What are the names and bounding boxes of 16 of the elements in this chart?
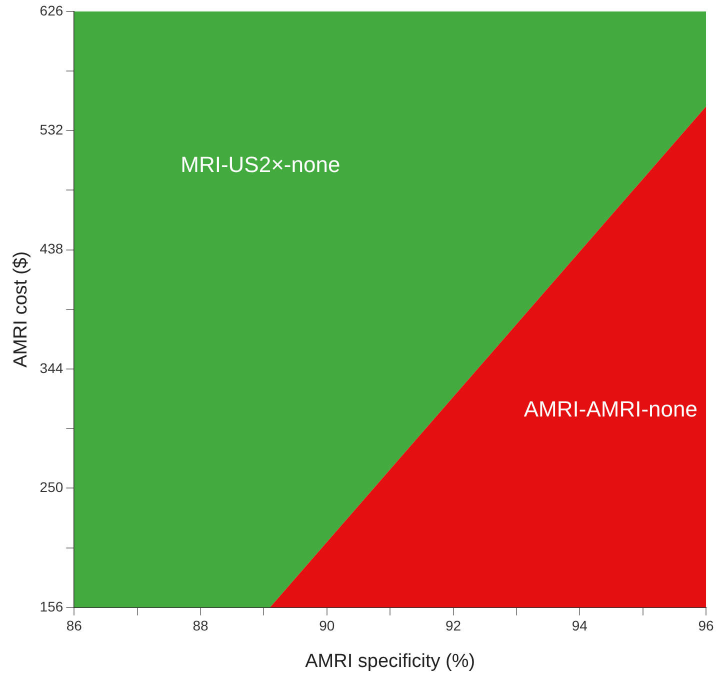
y-tick-label: 438 (40, 240, 64, 257)
x-tick-label: 86 (66, 618, 82, 634)
y-tick-label: 156 (40, 598, 64, 614)
x-tick-label: 94 (572, 618, 588, 634)
x-tick-label: 96 (698, 618, 714, 634)
y-tick-label: 344 (40, 360, 64, 376)
y-tick-label: 626 (40, 2, 64, 18)
x-tick-label: 92 (445, 618, 462, 634)
series-label: AMRI-AMRI-none (524, 396, 698, 422)
x-axis-title: AMRI specificity (%) (305, 650, 476, 672)
y-axis-title: AMRI cost ($) (10, 251, 32, 368)
x-tick-label: 90 (319, 618, 335, 634)
y-tick-label: 532 (40, 121, 64, 138)
y-tick-label: 250 (40, 479, 64, 496)
series-label: MRI-US2×-none (180, 152, 340, 177)
x-tick-label: 88 (192, 618, 209, 634)
